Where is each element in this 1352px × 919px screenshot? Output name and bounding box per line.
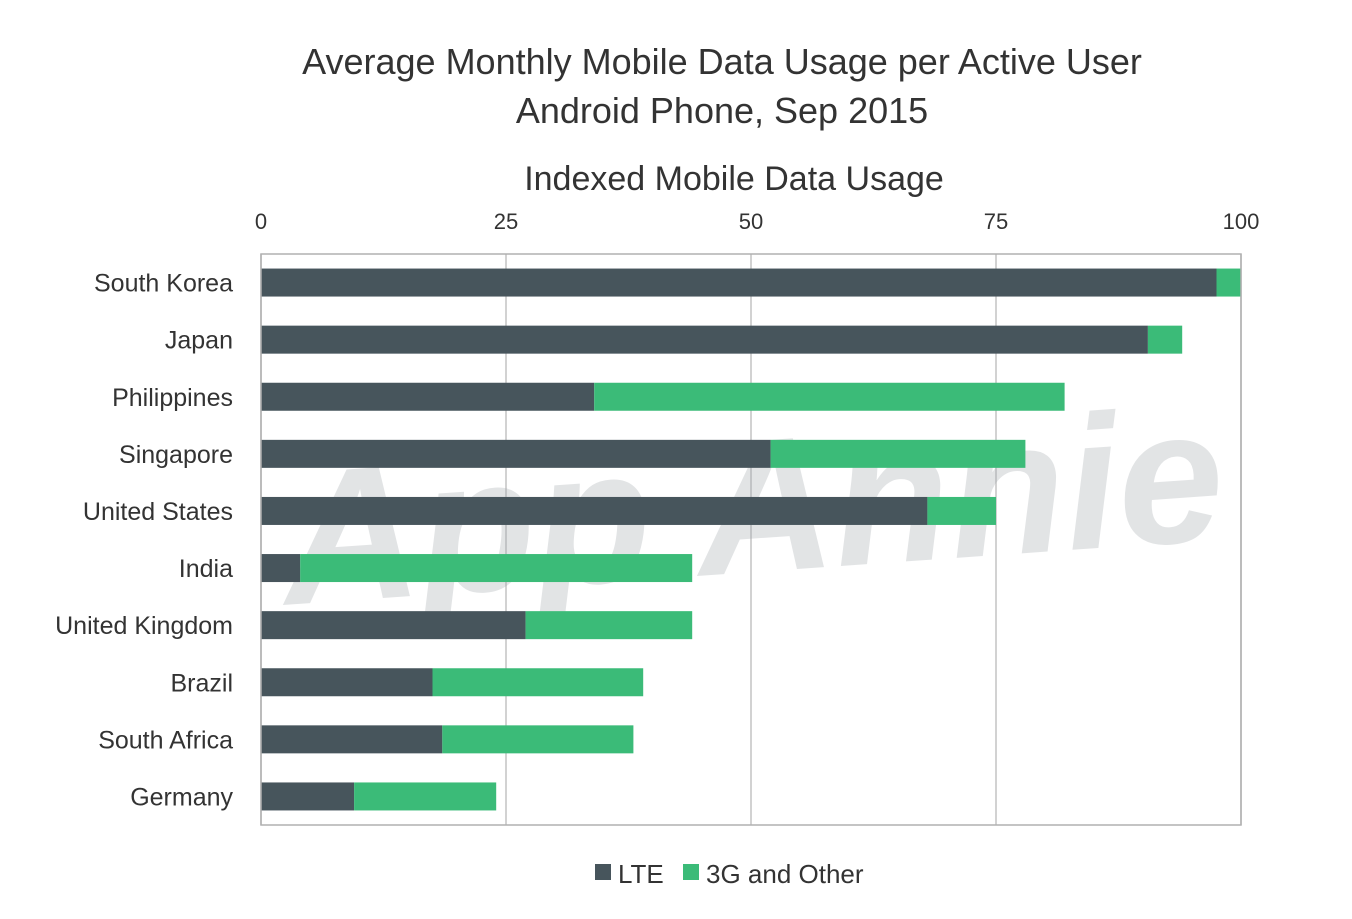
bar-segment bbox=[594, 382, 1065, 411]
bar-segment bbox=[261, 496, 928, 525]
category-label: United States bbox=[83, 498, 233, 526]
chart-title: Average Monthly Mobile Data Usage per Ac… bbox=[302, 41, 1142, 82]
category-label: Singapore bbox=[119, 441, 233, 469]
bar-segment bbox=[261, 611, 526, 640]
category-label: South Korea bbox=[94, 270, 233, 298]
bar-segment bbox=[1147, 325, 1183, 354]
category-label: Germany bbox=[130, 783, 233, 811]
x-tick-label: 50 bbox=[739, 209, 763, 234]
x-axis-title: Indexed Mobile Data Usage bbox=[524, 160, 944, 198]
x-tick-label: 25 bbox=[494, 209, 518, 234]
bars bbox=[261, 268, 1241, 811]
bar-segment bbox=[261, 725, 443, 754]
legend-swatch bbox=[595, 864, 611, 880]
category-label: India bbox=[179, 555, 233, 583]
chart-subtitle: Android Phone, Sep 2015 bbox=[516, 90, 928, 131]
bar-segment bbox=[770, 439, 1026, 468]
category-label: United Kingdom bbox=[55, 612, 233, 640]
bar-segment bbox=[261, 554, 301, 583]
bar-segment bbox=[927, 496, 996, 525]
bar-segment bbox=[261, 382, 595, 411]
plot-frame bbox=[260, 253, 1242, 826]
bar-segment bbox=[442, 725, 634, 754]
bar-segment bbox=[261, 782, 355, 811]
category-labels: South Korea Japan Philippines Singapore Unit… bbox=[55, 270, 233, 812]
bar-segment bbox=[261, 439, 771, 468]
legend-swatch bbox=[683, 864, 699, 880]
bar-segment bbox=[432, 668, 644, 697]
bar-segment bbox=[261, 268, 1217, 297]
legend-label: LTE bbox=[618, 859, 664, 889]
bar-segment bbox=[1216, 268, 1241, 297]
bar-segment bbox=[354, 782, 497, 811]
category-label: Philippines bbox=[112, 384, 233, 412]
legend: LTE 3G and Other bbox=[595, 859, 864, 889]
legend-label: 3G and Other bbox=[706, 859, 864, 889]
bar-segment bbox=[300, 554, 693, 583]
category-label: Japan bbox=[165, 327, 233, 355]
bar-segment bbox=[261, 325, 1148, 354]
bar-segment bbox=[525, 611, 693, 640]
x-tick-label: 75 bbox=[984, 209, 1008, 234]
category-label: South Africa bbox=[98, 726, 233, 754]
x-tick-label: 0 bbox=[255, 209, 267, 234]
bar-segment bbox=[261, 668, 433, 697]
category-label: Brazil bbox=[170, 669, 233, 697]
x-tick-label: 100 bbox=[1223, 209, 1260, 234]
x-tick-labels: 0 25 50 75 100 bbox=[255, 209, 1259, 234]
